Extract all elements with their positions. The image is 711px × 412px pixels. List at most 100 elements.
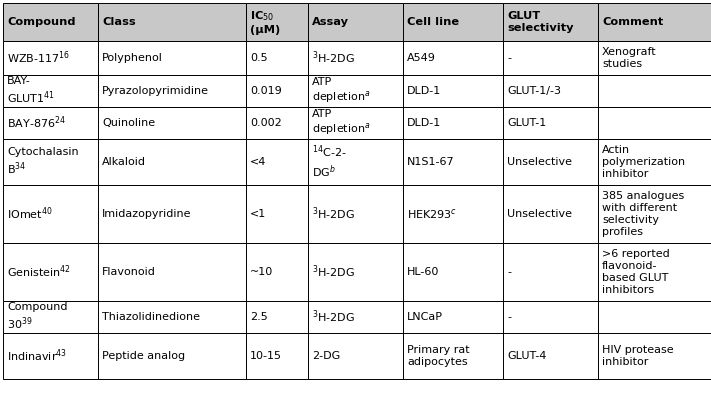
Text: GLUT-1/-3: GLUT-1/-3 xyxy=(507,86,561,96)
Text: Compound
30$^{39}$: Compound 30$^{39}$ xyxy=(7,302,68,332)
Bar xyxy=(308,185,403,243)
Bar xyxy=(98,3,246,41)
Bar xyxy=(3,107,98,139)
Bar xyxy=(246,333,308,379)
Text: 0.5: 0.5 xyxy=(250,53,267,63)
Text: >6 reported
flavonoid-
based GLUT
inhibitors: >6 reported flavonoid- based GLUT inhibi… xyxy=(602,249,670,295)
Bar xyxy=(598,75,711,107)
Text: GLUT-4: GLUT-4 xyxy=(507,351,546,361)
Text: -: - xyxy=(507,53,511,63)
Text: DLD-1: DLD-1 xyxy=(407,86,442,96)
Text: $^{3}$H-2DG: $^{3}$H-2DG xyxy=(312,309,355,325)
Text: Comment: Comment xyxy=(602,17,663,27)
Text: 0.019: 0.019 xyxy=(250,86,282,96)
Bar xyxy=(3,185,98,243)
Bar xyxy=(3,41,98,75)
Text: Xenograft
studies: Xenograft studies xyxy=(602,47,657,69)
Bar xyxy=(98,243,246,301)
Bar xyxy=(98,41,246,75)
Bar xyxy=(503,3,598,41)
Bar xyxy=(3,3,98,41)
Text: A549: A549 xyxy=(407,53,436,63)
Text: 385 analogues
with different
selectivity
profiles: 385 analogues with different selectivity… xyxy=(602,191,684,237)
Bar xyxy=(246,185,308,243)
Bar xyxy=(3,243,98,301)
Text: DLD-1: DLD-1 xyxy=(407,118,442,128)
Text: Unselective: Unselective xyxy=(507,209,572,219)
Text: 2.5: 2.5 xyxy=(250,312,268,322)
Bar xyxy=(308,107,403,139)
Bar xyxy=(503,139,598,185)
Bar xyxy=(503,41,598,75)
Bar xyxy=(503,185,598,243)
Text: $^{3}$H-2DG: $^{3}$H-2DG xyxy=(312,264,355,280)
Bar xyxy=(403,139,503,185)
Text: N1S1-67: N1S1-67 xyxy=(407,157,454,167)
Bar xyxy=(246,243,308,301)
Text: Peptide analog: Peptide analog xyxy=(102,351,185,361)
Bar xyxy=(308,243,403,301)
Text: Unselective: Unselective xyxy=(507,157,572,167)
Bar xyxy=(598,139,711,185)
Bar xyxy=(3,301,98,333)
Bar xyxy=(3,139,98,185)
Bar xyxy=(403,243,503,301)
Bar xyxy=(308,75,403,107)
Text: Compound: Compound xyxy=(7,17,75,27)
Bar xyxy=(98,107,246,139)
Bar xyxy=(246,301,308,333)
Bar xyxy=(598,107,711,139)
Text: $^{14}$C-2-
DG$^{b}$: $^{14}$C-2- DG$^{b}$ xyxy=(312,144,347,180)
Bar xyxy=(403,185,503,243)
Bar xyxy=(503,301,598,333)
Bar xyxy=(98,75,246,107)
Text: ATP
depletion$^{a}$: ATP depletion$^{a}$ xyxy=(312,77,370,105)
Bar xyxy=(246,139,308,185)
Text: Primary rat
adipocytes: Primary rat adipocytes xyxy=(407,345,470,367)
Bar xyxy=(598,243,711,301)
Text: ~10: ~10 xyxy=(250,267,273,277)
Bar xyxy=(246,3,308,41)
Text: Imidazopyridine: Imidazopyridine xyxy=(102,209,191,219)
Text: $^{3}$H-2DG: $^{3}$H-2DG xyxy=(312,206,355,222)
Text: 2-DG: 2-DG xyxy=(312,351,341,361)
Text: ATP
depletion$^{a}$: ATP depletion$^{a}$ xyxy=(312,109,370,137)
Bar xyxy=(308,41,403,75)
Text: BAY-876$^{24}$: BAY-876$^{24}$ xyxy=(7,115,66,131)
Bar xyxy=(98,301,246,333)
Text: -: - xyxy=(507,312,511,322)
Text: 0.002: 0.002 xyxy=(250,118,282,128)
Text: Thiazolidinedione: Thiazolidinedione xyxy=(102,312,200,322)
Bar xyxy=(403,107,503,139)
Text: Class: Class xyxy=(102,17,136,27)
Bar xyxy=(308,333,403,379)
Text: HL-60: HL-60 xyxy=(407,267,439,277)
Text: IC$_{50}$
(μM): IC$_{50}$ (μM) xyxy=(250,9,280,35)
Bar xyxy=(308,3,403,41)
Bar xyxy=(598,41,711,75)
Bar xyxy=(308,301,403,333)
Text: <4: <4 xyxy=(250,157,267,167)
Text: HEK293$^{c}$: HEK293$^{c}$ xyxy=(407,207,457,221)
Bar xyxy=(503,75,598,107)
Text: BAY-
GLUT1$^{41}$: BAY- GLUT1$^{41}$ xyxy=(7,76,55,106)
Text: Quinoline: Quinoline xyxy=(102,118,155,128)
Bar xyxy=(503,333,598,379)
Text: <1: <1 xyxy=(250,209,266,219)
Bar xyxy=(403,333,503,379)
Bar xyxy=(503,243,598,301)
Bar xyxy=(3,333,98,379)
Bar xyxy=(246,107,308,139)
Bar xyxy=(3,75,98,107)
Text: Polyphenol: Polyphenol xyxy=(102,53,163,63)
Bar xyxy=(403,75,503,107)
Bar xyxy=(503,107,598,139)
Text: Pyrazolopyrimidine: Pyrazolopyrimidine xyxy=(102,86,209,96)
Bar xyxy=(403,41,503,75)
Text: Actin
polymerization
inhibitor: Actin polymerization inhibitor xyxy=(602,145,685,179)
Text: Flavonoid: Flavonoid xyxy=(102,267,156,277)
Text: Indinavir$^{43}$: Indinavir$^{43}$ xyxy=(7,348,67,364)
Text: LNCaP: LNCaP xyxy=(407,312,443,322)
Text: Alkaloid: Alkaloid xyxy=(102,157,146,167)
Bar xyxy=(403,3,503,41)
